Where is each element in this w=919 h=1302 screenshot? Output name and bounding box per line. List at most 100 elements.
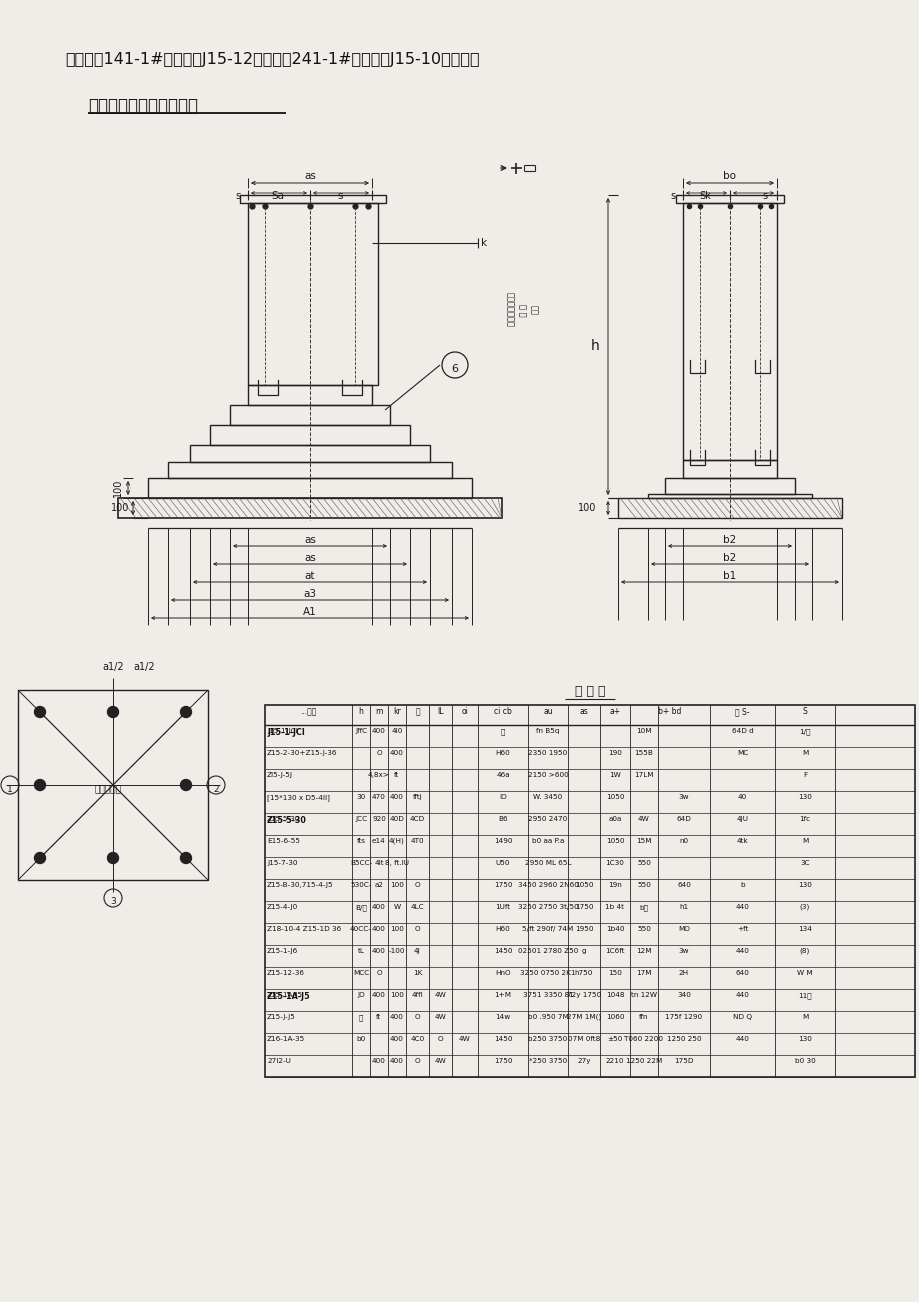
Text: s: s: [670, 191, 675, 201]
Text: 27I2-U: 27I2-U: [267, 1059, 290, 1064]
Text: b+ bd: b+ bd: [658, 707, 681, 716]
Text: 6: 6: [451, 365, 458, 374]
Text: 比 S-: 比 S-: [734, 707, 749, 716]
Text: 02501 2780 Z50: 02501 2780 Z50: [517, 948, 577, 954]
Text: 100: 100: [113, 479, 123, 497]
Text: 1fc: 1fc: [799, 816, 810, 822]
Text: 1950: 1950: [574, 926, 593, 932]
Text: 3250 2750 3t/50: 3250 2750 3t/50: [517, 904, 578, 910]
Text: 07M 0ft8: 07M 0ft8: [567, 1036, 599, 1042]
Text: 2950 ML 65L: 2950 ML 65L: [524, 861, 571, 866]
Text: ND Q: ND Q: [732, 1014, 751, 1019]
Text: 1750: 1750: [494, 881, 512, 888]
Text: 17LM: 17LM: [633, 772, 653, 779]
Text: 3: 3: [110, 897, 116, 906]
Bar: [118, 497, 502, 518]
Text: fts: fts: [357, 838, 365, 844]
Text: 470: 470: [371, 794, 385, 799]
Text: Z15-B-30,715-4-J5: Z15-B-30,715-4-J5: [267, 881, 334, 888]
Text: b0: b0: [356, 1036, 365, 1042]
Text: 钻: 钻: [500, 728, 505, 734]
Text: 4JU: 4JU: [736, 816, 748, 822]
Text: W. 3450: W. 3450: [533, 794, 562, 799]
Text: 30: 30: [356, 794, 365, 799]
Text: Z16-1A-35: Z16-1A-35: [267, 1036, 305, 1042]
Text: T060 2200: T060 2200: [624, 1036, 663, 1042]
Text: 8, ft.IU: 8, ft.IU: [384, 861, 409, 866]
Bar: [230, 405, 390, 424]
Text: 1750: 1750: [494, 1059, 512, 1064]
Text: n0: n0: [679, 838, 687, 844]
Text: 2: 2: [213, 785, 219, 793]
Text: 4(H): 4(H): [389, 838, 404, 845]
Circle shape: [180, 780, 191, 790]
Text: 440: 440: [735, 948, 749, 954]
Text: 1450: 1450: [494, 948, 512, 954]
Text: 4J: 4J: [414, 948, 420, 954]
Text: s: s: [762, 191, 766, 201]
Bar: [190, 445, 429, 462]
Text: Z18-10-4 Z15-1D 36: Z18-10-4 Z15-1D 36: [267, 926, 341, 932]
Text: 3450 2960 2N60: 3450 2960 2N60: [517, 881, 578, 888]
Text: 1b 4t: 1b 4t: [605, 904, 624, 910]
Text: ...出处: ...出处: [300, 707, 316, 716]
Text: h750: h750: [574, 970, 593, 976]
Text: Z15-1A-J5: Z15-1A-J5: [267, 992, 311, 1001]
Text: 1250 22M: 1250 22M: [625, 1059, 662, 1064]
Bar: [18, 690, 208, 880]
Text: MCC: MCC: [353, 970, 369, 976]
Text: A1: A1: [302, 607, 316, 617]
Text: 4W: 4W: [459, 1036, 471, 1042]
Text: 130: 130: [797, 1036, 811, 1042]
Text: 400: 400: [371, 992, 385, 999]
Text: 130: 130: [797, 881, 811, 888]
Text: g: g: [581, 948, 585, 954]
Text: 400: 400: [371, 948, 385, 954]
Text: 1: 1: [7, 785, 13, 793]
Text: S: S: [801, 707, 807, 716]
Text: 2950 2470: 2950 2470: [528, 816, 567, 822]
Text: 640: 640: [676, 881, 690, 888]
Circle shape: [35, 853, 45, 863]
Text: b况: b况: [639, 904, 648, 910]
Text: 550: 550: [636, 881, 651, 888]
Text: E15-6-55: E15-6-55: [267, 838, 300, 844]
Text: 340: 340: [676, 992, 690, 999]
Text: F: F: [802, 772, 806, 779]
Text: 4C0: 4C0: [410, 1036, 425, 1042]
Text: a2: a2: [374, 881, 383, 888]
Text: 1060: 1060: [605, 1014, 624, 1019]
Bar: [682, 460, 777, 478]
Bar: [248, 203, 378, 385]
Bar: [265, 704, 914, 1077]
Text: Z15-1-J6: Z15-1-J6: [267, 948, 298, 954]
Text: JCC: JCC: [355, 816, 367, 822]
Text: +ft: +ft: [736, 926, 747, 932]
Text: IL: IL: [437, 707, 443, 716]
Text: 2350 1950: 2350 1950: [528, 750, 567, 756]
Text: 15M: 15M: [636, 838, 651, 844]
Circle shape: [108, 707, 119, 717]
Text: 400: 400: [371, 1059, 385, 1064]
Text: 72y 1750: 72y 1750: [566, 992, 600, 999]
Text: Z15-5-30: Z15-5-30: [267, 816, 300, 822]
Text: 4W: 4W: [434, 1059, 446, 1064]
Text: 46a: 46a: [495, 772, 509, 779]
Text: 1050: 1050: [605, 794, 624, 799]
Text: fn B5q: fn B5q: [536, 728, 559, 734]
Text: 1490: 1490: [494, 838, 512, 844]
Text: 550: 550: [636, 861, 651, 866]
Text: kr: kr: [392, 707, 401, 716]
Text: O: O: [376, 750, 381, 756]
Text: Z15-J-J5: Z15-J-J5: [267, 1014, 296, 1019]
Text: 64D: 64D: [675, 816, 691, 822]
Text: 2150 >600: 2150 >600: [528, 772, 568, 779]
Text: 440: 440: [735, 904, 749, 910]
Text: IO: IO: [499, 794, 506, 799]
Text: 1b40: 1b40: [605, 926, 624, 932]
Text: 400: 400: [371, 728, 385, 734]
Text: 27y: 27y: [576, 1059, 590, 1064]
Bar: [148, 478, 471, 497]
Text: 440: 440: [735, 1036, 749, 1042]
Text: 5/ft 290f/ 74M: 5/ft 290f/ 74M: [522, 926, 573, 932]
